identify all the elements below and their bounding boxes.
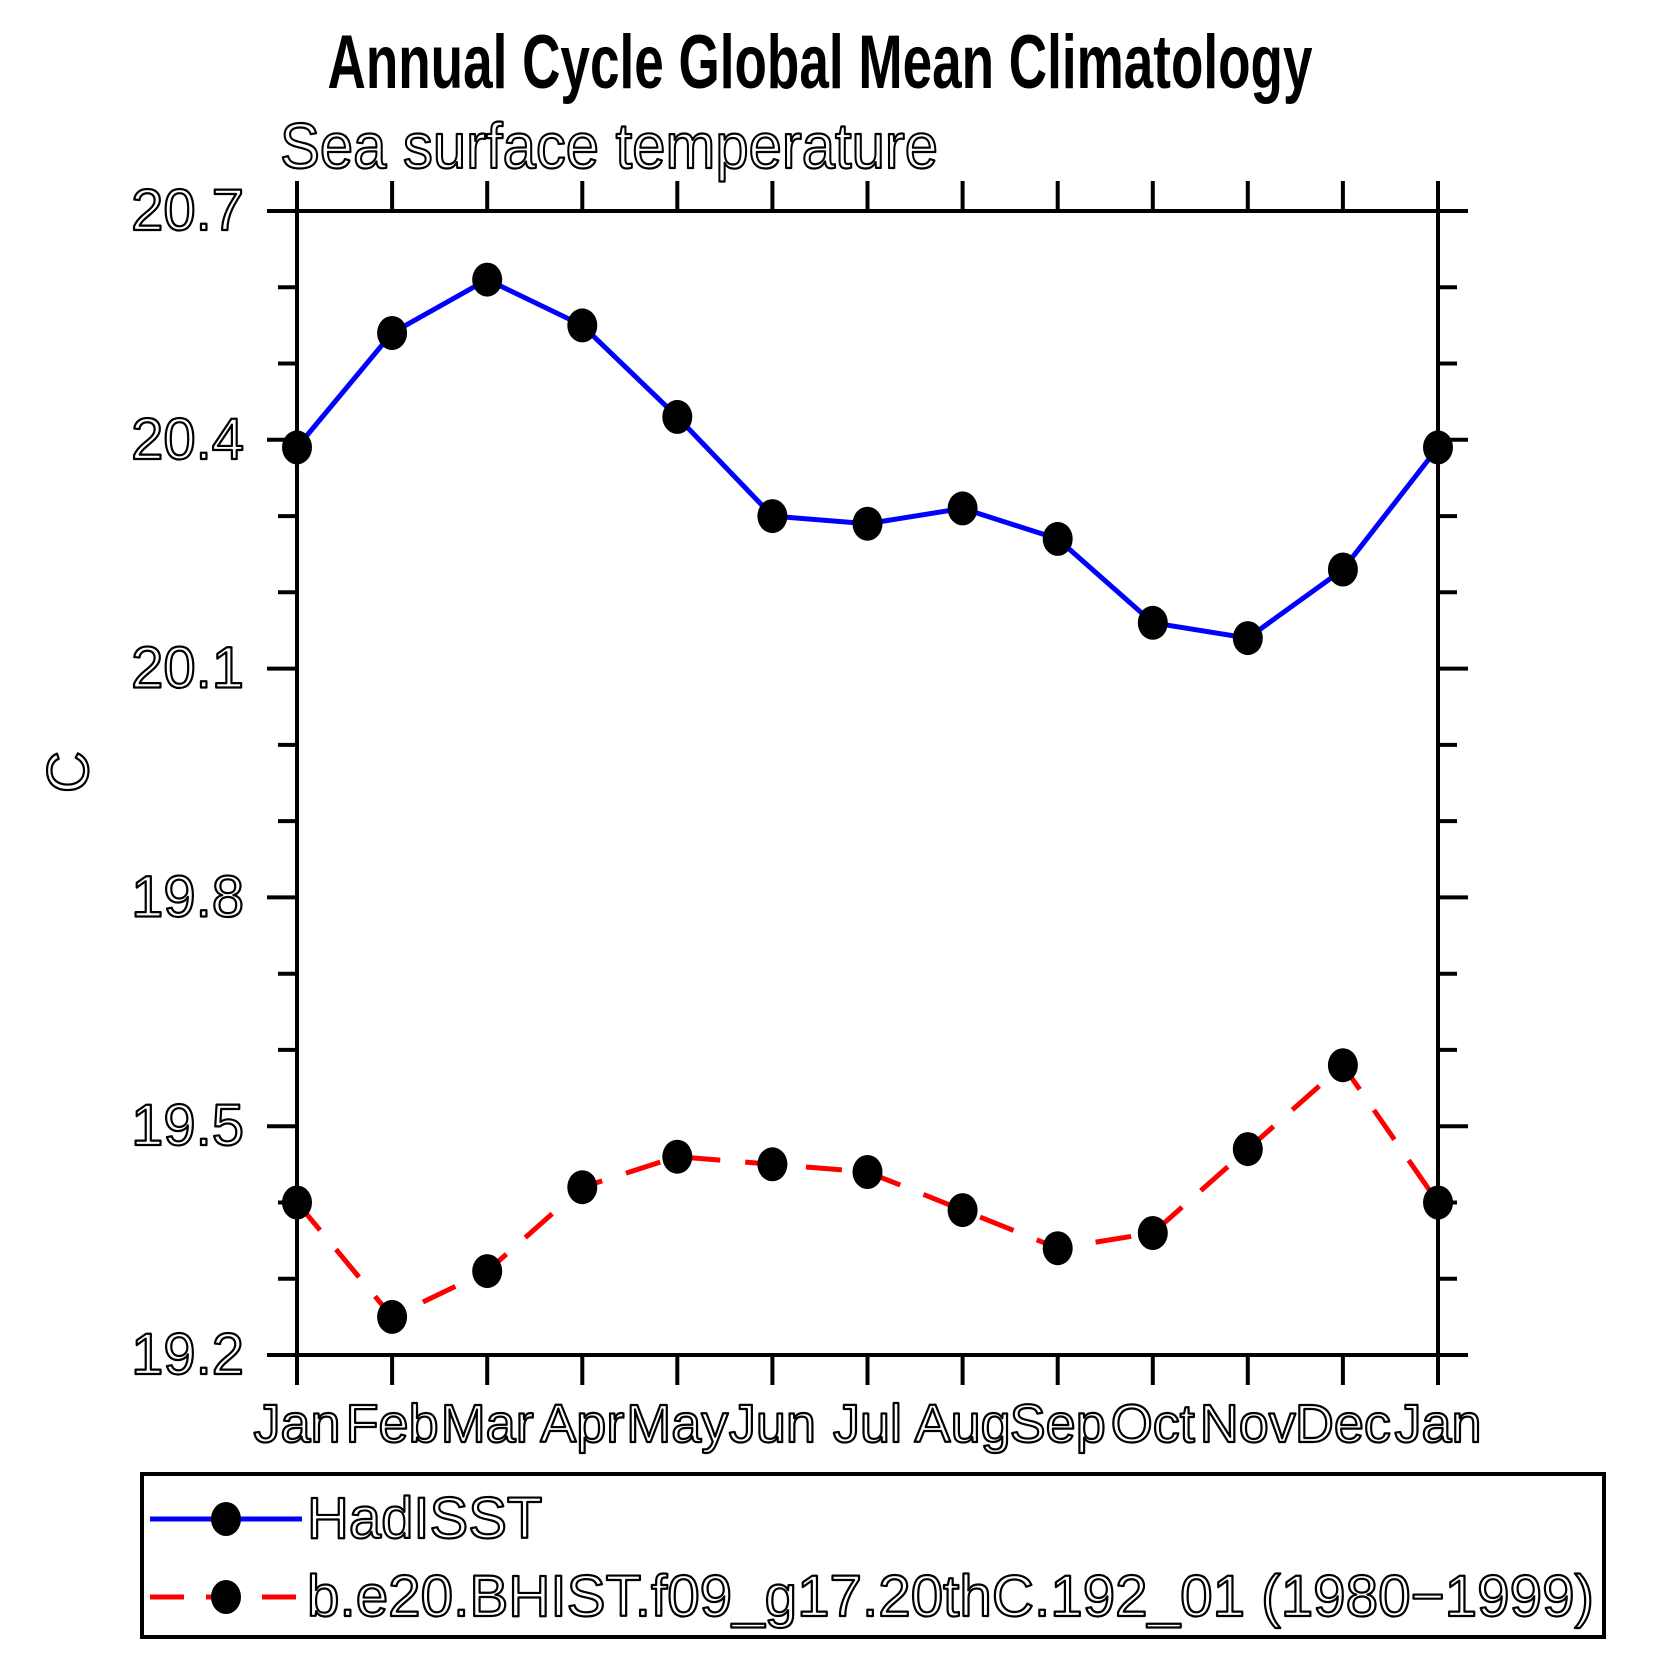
data-point-hadisst [472, 262, 503, 297]
legend-marker-hadisst-icon [211, 1502, 241, 1536]
data-point-hadisst [1423, 430, 1453, 465]
legend-marker-model-icon [211, 1580, 241, 1614]
x-tick-label: Jun [729, 1394, 816, 1454]
data-point-model [282, 1185, 312, 1220]
data-point-model [472, 1254, 503, 1289]
x-tick-label: Aug [915, 1394, 1011, 1454]
data-point-model [1137, 1216, 1168, 1250]
data-point-model [1423, 1185, 1453, 1220]
plot-area: Jan Feb Mar Apr May Jun Jul Aug Sep Oct Nov Dec Jan1… [130, 177, 1483, 1455]
y-tick-label: 19.8 [131, 864, 244, 929]
chart-title: Annual Cycle Global Mean Climatology [328, 20, 1313, 105]
x-tick-label: Sep [1010, 1394, 1106, 1454]
y-tick-label: 19.2 [131, 1322, 244, 1387]
data-point-hadisst [947, 491, 978, 526]
y-axis-label: C [36, 751, 101, 793]
data-point-model [1042, 1231, 1073, 1266]
data-point-hadisst [282, 430, 312, 465]
data-point-model [1327, 1048, 1358, 1083]
data-point-model [852, 1155, 883, 1189]
y-tick-label: 20.4 [131, 407, 244, 472]
legend: HadISST b.e20.BHIST.f09_g17.20thC.192_01… [140, 1472, 1606, 1639]
x-tick-label: Jul [833, 1394, 902, 1454]
data-point-hadisst [377, 316, 408, 350]
x-tick-label: Dec [1295, 1394, 1391, 1454]
y-tick-label: 19.5 [131, 1093, 244, 1158]
data-point-hadisst [852, 506, 883, 541]
data-point-model [377, 1299, 408, 1334]
data-point-model [757, 1147, 788, 1182]
series-line-hadisst [295, 276, 1440, 641]
x-tick-label: May [626, 1394, 728, 1454]
chart-subtitle: Sea surface temperature [280, 110, 938, 182]
data-point-model [662, 1139, 693, 1174]
x-tick-label: Nov [1200, 1394, 1296, 1454]
data-point-hadisst [1042, 521, 1073, 556]
data-point-hadisst [1232, 621, 1263, 656]
data-point-model [1232, 1132, 1263, 1167]
y-tick-label: 20.1 [131, 636, 244, 701]
data-point-model [567, 1170, 598, 1205]
legend-box [140, 1472, 1606, 1639]
x-tick-label: Jan [253, 1394, 340, 1454]
data-point-hadisst [757, 499, 788, 534]
data-point-model [947, 1193, 978, 1228]
x-tick-label: Mar [441, 1394, 534, 1454]
data-point-hadisst [567, 308, 598, 343]
data-point-hadisst [662, 399, 693, 434]
legend-label-model: b.e20.BHIST.f09_g17.20thC.192_01 (1980−1… [307, 1564, 1594, 1629]
legend-label-hadisst: HadISST [307, 1486, 542, 1551]
data-point-hadisst [1137, 605, 1168, 640]
x-tick-label: Apr [540, 1394, 624, 1454]
x-tick-label: Oct [1111, 1394, 1195, 1454]
x-tick-label: Jan [1394, 1394, 1481, 1454]
data-point-hadisst [1327, 552, 1358, 587]
y-tick-label: 20.7 [131, 178, 244, 243]
series-line-model [295, 1061, 1441, 1320]
x-tick-label: Feb [346, 1394, 439, 1454]
